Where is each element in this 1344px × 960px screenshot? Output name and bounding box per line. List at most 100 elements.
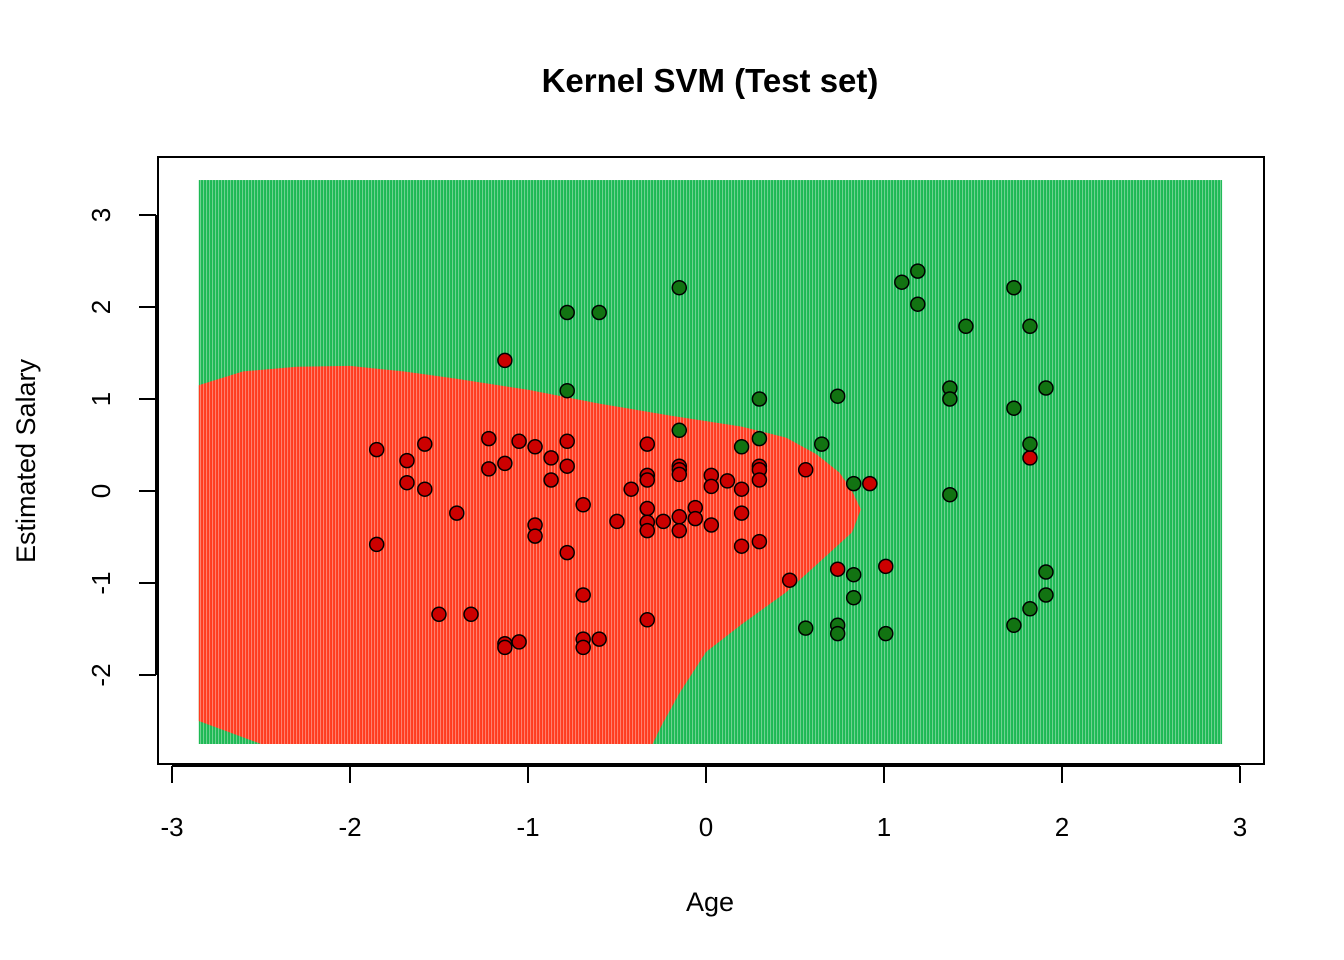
x-tick-label: -1 (516, 812, 539, 842)
y-tick-label: -2 (86, 663, 116, 686)
point-class-1 (797, 620, 814, 636)
point-class-1 (671, 422, 688, 439)
point-class-1 (829, 388, 846, 404)
y-tick-label: 2 (86, 300, 116, 314)
x-axis-title: Age (686, 887, 734, 917)
y-axis-title: Estimated Salary (11, 358, 41, 563)
point-class-0 (497, 352, 513, 369)
x-tick-label: 0 (699, 812, 713, 842)
point-class-1 (829, 625, 846, 642)
point-class-0 (481, 430, 497, 447)
point-class-0 (671, 466, 688, 483)
point-class-0 (559, 458, 575, 474)
y-tick-label: 1 (86, 392, 116, 406)
point-class-1 (845, 475, 862, 492)
point-class-0 (399, 474, 415, 491)
point-class-0 (417, 481, 433, 497)
point-class-0 (751, 472, 768, 488)
plot-frame (157, 156, 1265, 765)
point-class-0 (733, 538, 750, 554)
point-class-0 (497, 639, 513, 656)
point-class-1 (751, 391, 768, 407)
point-class-0 (733, 481, 750, 497)
point-class-0 (671, 509, 688, 525)
decision-region (198, 180, 1223, 745)
point-class-0 (751, 533, 768, 550)
x-tick-label: 1 (877, 812, 891, 842)
point-class-0 (591, 631, 607, 647)
point-class-1 (910, 296, 926, 312)
point-class-1 (958, 318, 974, 335)
point-class-0 (399, 452, 415, 469)
point-class-0 (862, 475, 878, 492)
y-tick-label: 3 (86, 208, 116, 222)
region-class-0 (198, 365, 861, 744)
point-class-0 (527, 528, 543, 544)
point-class-0 (1022, 450, 1038, 466)
point-class-0 (481, 461, 497, 477)
point-class-1 (733, 439, 750, 455)
point-class-0 (543, 472, 559, 488)
point-class-0 (781, 572, 798, 588)
point-class-0 (609, 513, 625, 530)
point-class-0 (511, 634, 527, 650)
point-class-0 (639, 436, 656, 452)
point-class-0 (559, 433, 575, 450)
point-class-0 (703, 517, 720, 533)
point-class-0 (639, 472, 656, 488)
point-class-1 (1006, 279, 1022, 296)
point-class-0 (463, 606, 479, 623)
x-tick-label: 3 (1233, 812, 1247, 842)
point-class-0 (639, 612, 656, 628)
point-class-0 (639, 522, 656, 539)
point-class-0 (511, 433, 527, 450)
y-tick-label: 0 (86, 484, 116, 498)
point-class-1 (591, 304, 607, 321)
point-class-0 (575, 497, 591, 513)
point-class-1 (894, 274, 910, 290)
point-class-0 (431, 606, 447, 623)
point-class-0 (733, 505, 750, 521)
x-tick-label: -3 (160, 812, 183, 842)
point-class-1 (878, 625, 894, 642)
point-class-1 (1006, 400, 1022, 416)
point-class-0 (687, 510, 704, 527)
point-class-1 (942, 391, 958, 407)
x-tick-label: -2 (338, 812, 361, 842)
point-class-0 (671, 522, 688, 539)
y-tick-label: -1 (86, 571, 116, 594)
point-class-0 (878, 558, 894, 575)
point-class-1 (671, 279, 688, 296)
point-class-1 (1038, 564, 1054, 580)
point-class-0 (655, 513, 672, 530)
point-class-0 (575, 639, 591, 656)
x-tick-label: 2 (1055, 812, 1069, 842)
point-class-0 (497, 455, 513, 472)
point-class-1 (559, 304, 575, 321)
point-class-1 (942, 486, 958, 503)
chart-title: Kernel SVM (Test set) (542, 62, 879, 99)
point-class-0 (575, 587, 591, 603)
point-class-1 (1022, 601, 1038, 617)
point-class-1 (1006, 617, 1022, 634)
point-class-1 (813, 436, 830, 452)
y-axis: -2 -1 0 1 2 3 (86, 208, 157, 687)
point-class-0 (559, 544, 575, 561)
point-class-0 (703, 478, 720, 495)
point-class-0 (527, 439, 543, 455)
point-class-1 (910, 263, 926, 279)
data-points (368, 263, 1054, 656)
x-axis: -3 -2 -1 0 1 2 3 (160, 765, 1247, 842)
point-class-1 (1038, 587, 1054, 603)
point-class-1 (845, 566, 862, 583)
point-class-1 (559, 382, 575, 399)
point-class-0 (623, 481, 639, 497)
point-class-0 (829, 561, 846, 577)
point-class-0 (368, 536, 385, 553)
point-class-0 (797, 462, 814, 478)
point-class-1 (1038, 380, 1054, 396)
grid-hatch (200, 180, 1222, 744)
point-class-1 (1022, 318, 1038, 335)
point-class-0 (449, 505, 465, 521)
